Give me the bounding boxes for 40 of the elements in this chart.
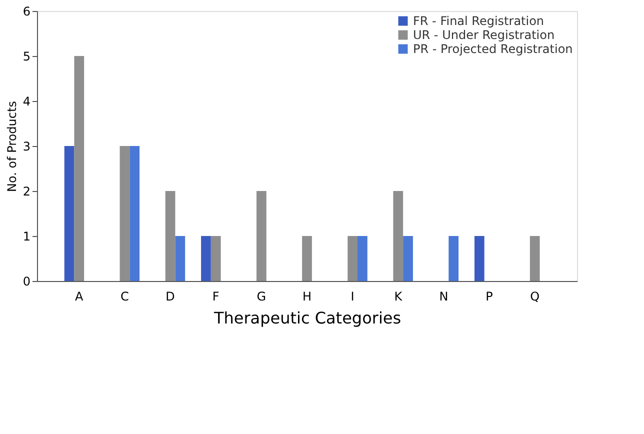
y-tick-label: 0 — [22, 274, 30, 288]
bar — [175, 236, 186, 281]
bar — [130, 146, 140, 281]
legend-label: FR - Final Registration — [413, 14, 544, 28]
y-tick-label: 6 — [22, 4, 30, 18]
y-axis-title: No. of Products — [4, 101, 19, 192]
x-tick-label: I — [350, 290, 354, 304]
bar — [448, 236, 459, 281]
bar — [210, 236, 221, 281]
x-tick-label: N — [439, 290, 448, 304]
bar — [201, 236, 211, 281]
x-tick-label: H — [302, 290, 312, 304]
legend-label: UR - Under Registration — [413, 28, 555, 42]
y-tick-label: 1 — [22, 230, 30, 244]
x-tick-label: G — [256, 290, 266, 304]
x-tick-label: A — [75, 290, 84, 304]
bar — [403, 236, 413, 281]
bar — [74, 56, 84, 281]
bar — [165, 191, 176, 281]
y-tick-label: 2 — [22, 184, 30, 198]
x-tick-label: C — [120, 290, 129, 304]
y-tick-label: 5 — [22, 50, 30, 64]
x-tick-label: Q — [530, 290, 540, 304]
bar — [120, 146, 130, 281]
bar — [393, 191, 404, 281]
bar — [256, 191, 266, 281]
bar — [358, 236, 368, 281]
bar — [474, 236, 484, 281]
x-tick-label: P — [486, 290, 493, 304]
x-tick-label: K — [394, 290, 404, 304]
x-axis-title: Therapeutic Categories — [212, 308, 402, 328]
legend-label: PR - Projected Registration — [413, 42, 573, 56]
bar — [64, 146, 74, 281]
x-tick-label: D — [166, 290, 175, 304]
bar — [348, 236, 358, 281]
y-tick-label: 3 — [22, 140, 30, 154]
bar — [530, 236, 540, 281]
x-tick-label: F — [212, 290, 220, 304]
y-tick-label: 4 — [22, 94, 30, 108]
bar — [302, 236, 312, 281]
